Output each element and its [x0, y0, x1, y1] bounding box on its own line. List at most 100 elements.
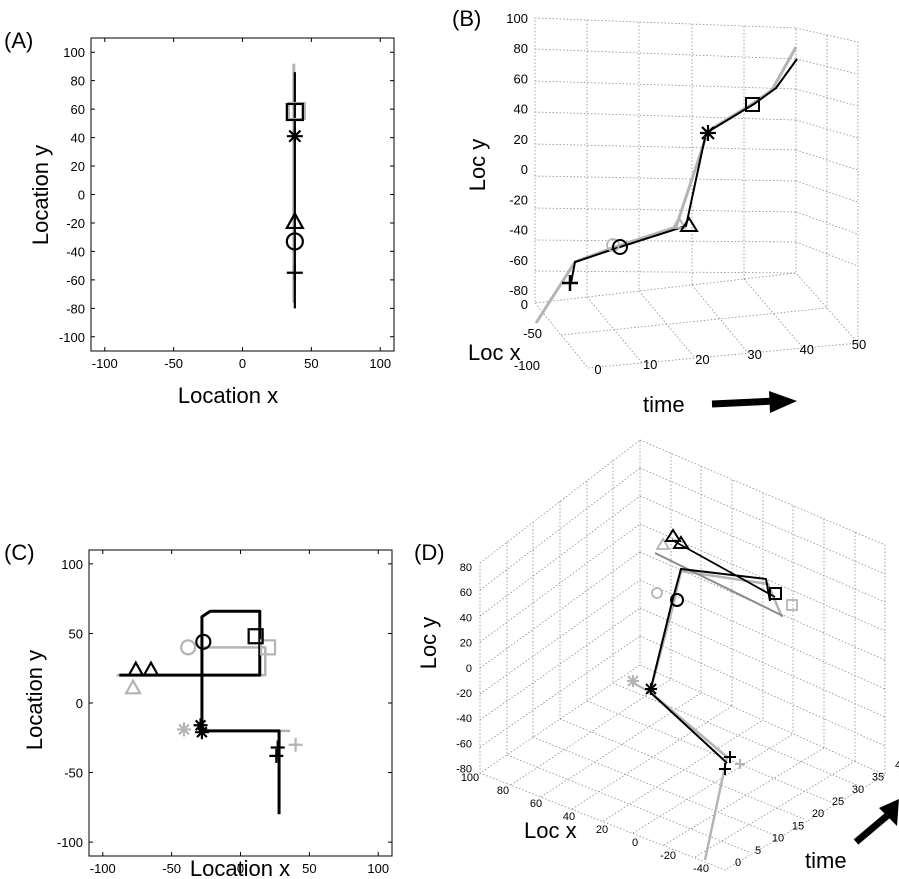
panel-a-x-axis-label: Location x: [178, 383, 278, 408]
panel-d-plus-marker: [724, 751, 736, 763]
y-tick-label: -60: [509, 253, 528, 268]
time-tick-label: 30: [747, 347, 761, 362]
panel-d-gray-plus-marker: [735, 759, 745, 769]
panel-d-triangle-marker: [672, 535, 690, 549]
y-tick-label: 50: [69, 626, 83, 641]
panel-b-time-arrow: [711, 391, 797, 413]
panel-d-floor: [479, 678, 886, 871]
y-tick-label: -60: [456, 738, 472, 750]
y-tick-label: 0: [76, 696, 83, 711]
square-marker: [247, 628, 264, 645]
x-tick-label: 100: [367, 861, 389, 876]
y-tick-label: 0: [78, 188, 85, 203]
y-tick-label: 40: [71, 131, 85, 146]
y-tick-label: -20: [509, 192, 528, 207]
circle-marker: [195, 633, 212, 650]
asterisk-marker: [194, 725, 209, 740]
gray-asterisk-marker: [177, 722, 192, 737]
panel-d-gray-circle-marker: [651, 587, 663, 599]
x-tick-label: 50: [304, 356, 318, 371]
y-tick-label: 0: [521, 162, 528, 177]
plus-marker: [270, 740, 285, 755]
panel-a-y-axis-label: Location y: [28, 145, 53, 245]
time-tick-label: 30: [852, 784, 864, 796]
panel-c-x-axis-label: Location x: [190, 856, 290, 879]
panel-d-label: (D): [414, 540, 445, 565]
y-tick-label: 80: [460, 562, 472, 574]
panel-d-black-trajectory: [648, 567, 771, 764]
panel-b-markers: [562, 97, 760, 291]
panel-b-back-wall: [534, 17, 797, 304]
x-tick-label: -100: [90, 861, 116, 876]
panel-b-floor: [534, 278, 859, 369]
panel-a-markers: [284, 101, 306, 281]
time-tick-label: 15: [792, 820, 804, 832]
x-tick-label: -100: [92, 356, 118, 371]
x-tick-label: -50: [523, 326, 542, 341]
x-tick-label: 100: [369, 356, 391, 371]
y-tick-label: 0: [466, 663, 472, 675]
panel-b-black-trajectory: [570, 58, 798, 284]
panel-b-triangle-marker: [679, 216, 699, 232]
y-tick-label: 20: [71, 159, 85, 174]
y-tick-label: 100: [61, 557, 83, 572]
panel-d-x-axis-label: Loc x: [524, 818, 577, 843]
x-tick-label: -40: [693, 863, 709, 875]
panel-c-y-ticks: 100 50 0 -50 -100: [57, 557, 392, 850]
time-tick-label: 10: [643, 357, 657, 372]
gray-square-marker: [259, 639, 277, 656]
time-tick-label: 10: [772, 833, 784, 845]
series-line: [119, 609, 281, 815]
x-tick-label: 0: [237, 861, 244, 876]
gray-circle-marker: [180, 639, 197, 656]
y-tick-label: -80: [66, 301, 85, 316]
circle-marker: [285, 232, 304, 251]
panel-d-gray-diagonal: [654, 552, 784, 617]
y-tick-label: -40: [66, 244, 85, 259]
plus-marker: [269, 748, 284, 763]
panel-d-y-ticks: 80 60 40 20 0 -20 -40 -60 -80: [456, 562, 472, 776]
y-tick-label: 20: [460, 638, 472, 650]
panel-b-gray-circle-marker: [606, 238, 620, 252]
y-tick-label: -80: [456, 764, 472, 776]
y-tick-label: -20: [456, 688, 472, 700]
x-tick-label: 100: [461, 772, 479, 784]
y-tick-label: 80: [71, 74, 85, 89]
panel-d-black-diagonal: [671, 539, 776, 598]
y-tick-label: 100: [506, 11, 528, 26]
y-tick-label: -100: [57, 835, 83, 850]
panel-b-gray-triangle-marker: [671, 216, 687, 229]
y-tick-label: 60: [514, 71, 528, 86]
y-tick-label: -40: [456, 713, 472, 725]
y-tick-label: 80: [514, 41, 528, 56]
panel-c-x-ticks: -100 -50 0 50 100: [90, 550, 389, 876]
panel-b-side-wall: [795, 27, 859, 345]
y-tick-label: -100: [59, 330, 85, 345]
panel-d-gray-square-marker: [786, 599, 798, 611]
panel-d-gray-asterisk-marker: [627, 675, 639, 687]
panel-b-circle-marker: [612, 239, 628, 255]
time-tick-label: 0: [594, 362, 601, 377]
asterisk-marker: [286, 128, 303, 145]
time-tick-label: 25: [832, 796, 844, 808]
panel-d-time-ticks: 0 5 10 15 20 25 30 35 4: [735, 759, 899, 869]
x-tick-label: 20: [596, 824, 608, 836]
panel-c-y-axis-label: Location y: [22, 650, 47, 750]
y-tick-label: 20: [514, 132, 528, 147]
y-tick-label: -50: [64, 766, 83, 781]
panel-b-label: (B): [452, 6, 481, 31]
triangle-marker: [142, 660, 160, 677]
panel-c-label: (C): [4, 540, 35, 565]
time-tick-label: 20: [812, 808, 824, 820]
panel-b-time-axis-label: time: [643, 392, 685, 417]
panel-a-label: (A): [4, 28, 33, 53]
x-tick-label: 0: [632, 837, 638, 849]
panel-c-markers: [124, 628, 303, 763]
panel-d-x-ticks: 100 80 60 40 20 0 -20 -40: [461, 772, 709, 875]
panel-c-series: [116, 609, 291, 815]
panel-d-plus-marker: [719, 763, 731, 775]
panel-d-time-axis-label: time: [805, 848, 847, 873]
panel-b-y-axis-label: Loc y: [465, 139, 490, 192]
panel-d-right-wall: [639, 439, 886, 776]
